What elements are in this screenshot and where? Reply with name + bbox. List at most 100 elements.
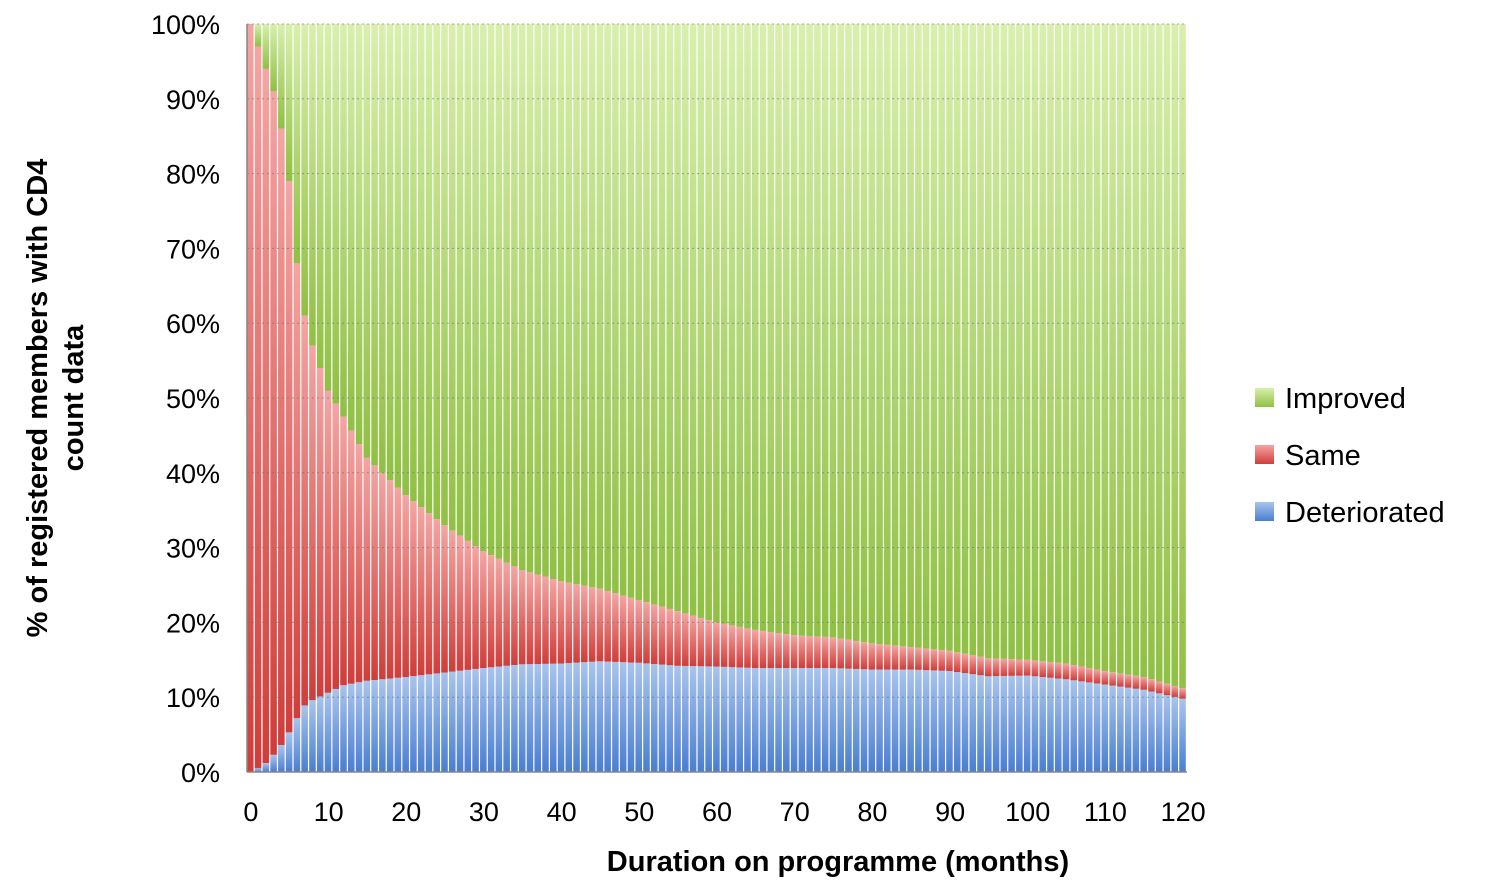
x-axis-title: Duration on programme (months) [607,846,1069,878]
bar-improved-month-61 [720,24,728,624]
bar-deteriorated-month-28 [464,669,472,772]
bar-same-month-86 [915,647,922,670]
bar-same-month-36 [526,572,534,665]
bar-deteriorated-month-57 [689,666,697,772]
bar-deteriorated-month-120 [1179,698,1186,772]
bar-improved-month-22 [417,24,425,508]
bar-improved-month-30 [480,24,487,552]
bar-improved-month-114 [1132,24,1140,676]
bar-same-month-76 [837,638,844,669]
bar-deteriorated-month-43 [581,662,588,772]
bar-improved-month-98 [1008,24,1015,660]
bar-improved-month-73 [814,24,821,637]
bar-deteriorated-month-101 [1031,676,1039,772]
bar-same-month-4 [278,128,285,746]
bar-same-month-67 [767,631,775,669]
bar-deteriorated-month-30 [480,668,487,772]
bar-same-month-106 [1070,665,1078,681]
bar-deteriorated-month-95 [985,676,992,772]
bar-deteriorated-month-110 [1101,684,1109,772]
bar-deteriorated-month-27 [456,670,464,772]
bar-improved-month-3 [270,24,277,92]
bar-same-month-97 [1000,658,1008,676]
bar-deteriorated-month-12 [340,685,347,772]
bar-deteriorated-month-16 [371,680,378,772]
bar-deteriorated-month-88 [930,670,938,772]
bar-improved-month-96 [992,24,1000,659]
bar-deteriorated-month-9 [316,696,324,772]
bar-improved-month-74 [821,24,829,637]
bar-same-month-65 [751,629,759,669]
bar-improved-month-21 [410,24,417,502]
bar-same-month-47 [612,593,619,662]
bar-improved-month-5 [285,24,293,182]
bar-improved-month-54 [666,24,674,609]
bar-same-month-63 [736,626,743,668]
bar-deteriorated-month-90 [946,671,953,772]
x-tick-labels: 0 10 20 30 40 50 60 70 80 90 100 110 120 [243,797,1205,827]
bar-improved-month-31 [487,24,495,556]
bar-improved-month-108 [1086,24,1093,669]
bar-deteriorated-month-109 [1093,683,1101,772]
bar-improved-month-79 [860,24,868,643]
bar-deteriorated-month-70 [790,668,798,772]
bar-same-month-101 [1031,660,1039,677]
bar-same-month-120 [1179,688,1186,699]
bar-deteriorated-month-65 [751,668,759,772]
x-tick-label: 40 [547,797,577,827]
bar-deteriorated-month-104 [1054,678,1062,772]
x-tick-label: 90 [935,797,965,827]
bar-improved-month-78 [852,24,860,641]
bar-same-month-98 [1008,659,1015,676]
legend-label-same: Same [1285,440,1361,472]
bar-same-month-12 [340,416,347,686]
y-tick-label: 100% [151,10,220,40]
bar-improved-month-41 [565,24,573,583]
bar-same-month-62 [728,625,736,668]
bar-improved-month-107 [1078,24,1085,667]
bar-same-month-39 [549,579,557,664]
bar-same-month-44 [588,587,596,662]
bar-same-month-89 [938,650,945,671]
bar-same-month-83 [891,645,899,670]
bar-improved-month-58 [697,24,705,618]
bar-improved-month-12 [340,24,347,417]
bar-improved-month-40 [557,24,565,582]
bar-same-month-85 [907,647,914,670]
bar-deteriorated-month-40 [557,663,565,772]
bar-same-month-92 [961,653,969,674]
bar-same-month-46 [604,590,611,662]
bar-deteriorated-month-4 [278,745,285,772]
bar-deteriorated-month-115 [1140,689,1147,772]
bar-same-month-43 [581,585,588,663]
bar-deteriorated-month-35 [518,664,526,772]
bar-improved-month-120 [1179,24,1186,689]
x-tick-label: 100 [1005,797,1050,827]
bar-deteriorated-month-10 [324,692,332,772]
bar-deteriorated-month-15 [363,680,371,772]
bar-improved-month-95 [985,24,992,659]
bar-same-month-16 [371,465,378,680]
bar-same-month-0 [247,24,254,772]
bar-deteriorated-month-58 [697,666,705,772]
bar-deteriorated-month-79 [860,669,868,772]
bar-improved-month-44 [588,24,596,588]
bar-improved-month-116 [1148,24,1155,680]
legend-swatch-deteriorated [1255,502,1274,521]
bar-same-month-7 [301,315,308,706]
bar-improved-month-27 [456,24,464,536]
bar-improved-month-68 [775,24,782,634]
bar-same-month-56 [682,613,689,666]
bar-same-month-74 [821,636,829,669]
bar-deteriorated-month-116 [1148,691,1155,772]
bar-same-month-71 [798,635,806,669]
bar-same-month-93 [969,655,977,675]
bar-deteriorated-month-3 [270,754,277,772]
bar-same-month-10 [324,390,332,693]
bar-improved-month-87 [922,24,930,649]
legend-label-deteriorated: Deteriorated [1285,497,1445,529]
bar-same-month-68 [775,633,782,669]
x-tick-label: 70 [780,797,810,827]
bar-deteriorated-month-112 [1117,686,1124,772]
bar-same-month-61 [720,623,728,667]
